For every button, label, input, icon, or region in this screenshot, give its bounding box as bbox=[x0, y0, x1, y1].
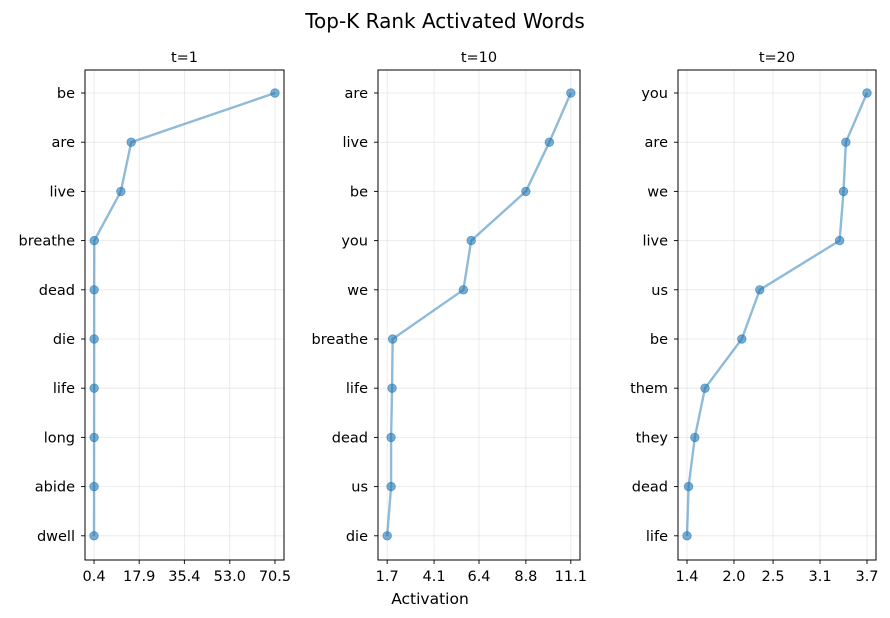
data-point-breathe bbox=[387, 334, 398, 344]
data-point-you bbox=[466, 235, 476, 246]
figure-title: Top-K Rank Activated Words bbox=[304, 9, 585, 33]
category-label-breathe: breathe bbox=[312, 332, 369, 348]
data-point-are bbox=[841, 137, 851, 147]
category-label-long: long bbox=[44, 430, 75, 446]
category-label-us: us bbox=[351, 480, 368, 496]
category-label-live: live bbox=[342, 135, 368, 151]
panel-title: t=20 bbox=[759, 50, 795, 66]
data-point-die bbox=[382, 531, 392, 541]
category-label-live: live bbox=[49, 184, 75, 200]
data-point-they bbox=[690, 432, 700, 443]
data-point-dwell bbox=[89, 531, 99, 541]
x-axis-label: Activation bbox=[391, 590, 469, 608]
category-label-you: you bbox=[641, 86, 668, 102]
data-point-long bbox=[89, 432, 99, 443]
series-line bbox=[685, 92, 869, 536]
data-point-live bbox=[116, 186, 126, 197]
category-label-dead: dead bbox=[39, 283, 75, 299]
x-tick-label: 3.1 bbox=[809, 569, 832, 585]
x-tick-label: 53.0 bbox=[214, 569, 246, 585]
x-tick-label: 6.4 bbox=[467, 569, 490, 585]
x-tick-label: 1.7 bbox=[376, 569, 399, 585]
category-label-dead: dead bbox=[332, 430, 368, 446]
data-point-die bbox=[89, 334, 99, 344]
x-tick-label: 70.5 bbox=[259, 569, 291, 585]
category-label-are: are bbox=[645, 135, 669, 151]
x-tick-label: 35.4 bbox=[168, 569, 200, 585]
data-point-breathe bbox=[89, 235, 99, 246]
category-label-you: you bbox=[341, 234, 368, 250]
category-label-abide: abide bbox=[35, 480, 75, 496]
x-tick-label: 4.1 bbox=[423, 569, 446, 585]
category-label-live: live bbox=[642, 234, 668, 250]
panel-t20: t=20 1.4 2.0 2.5 3.1 3.7 you are we live us be them t… bbox=[630, 50, 878, 585]
x-tick-label: 8.8 bbox=[514, 569, 537, 585]
data-point-be bbox=[521, 186, 531, 197]
category-label-life: life bbox=[646, 529, 668, 545]
category-label-they: they bbox=[636, 430, 669, 446]
category-label-be: be bbox=[650, 332, 668, 348]
data-point-live bbox=[544, 137, 555, 147]
category-label-life: life bbox=[346, 381, 368, 397]
data-point-we bbox=[458, 285, 469, 295]
data-point-are bbox=[126, 137, 136, 147]
data-point-be bbox=[737, 334, 747, 344]
data-point-life bbox=[387, 383, 397, 393]
series-line bbox=[385, 92, 572, 536]
category-label-are: are bbox=[345, 86, 369, 102]
data-point-us bbox=[386, 481, 396, 492]
category-label-dead: dead bbox=[632, 480, 668, 496]
category-label-are: are bbox=[52, 135, 76, 151]
category-label-breathe: breathe bbox=[19, 234, 76, 250]
data-point-dead bbox=[386, 432, 396, 443]
category-label-them: them bbox=[630, 381, 668, 397]
data-point-are bbox=[566, 88, 576, 98]
panel-t1: t=1 0.4 17.9 35.4 53.0 70.5 be are live breathe de… bbox=[19, 50, 292, 585]
data-point-be bbox=[270, 88, 280, 98]
category-label-be: be bbox=[350, 184, 368, 200]
axes-frame bbox=[677, 69, 877, 561]
category-label-we: we bbox=[347, 283, 368, 299]
data-point-we bbox=[838, 186, 849, 197]
category-label-life: life bbox=[53, 381, 75, 397]
panel-t10: t=10 1.7 4.1 6.4 8.8 11.1 are live be you we breath… bbox=[312, 50, 587, 585]
data-point-dead bbox=[683, 481, 694, 492]
data-point-live bbox=[834, 235, 845, 246]
data-point-us bbox=[755, 285, 765, 295]
category-label-die: die bbox=[53, 332, 75, 348]
category-label-dwell: dwell bbox=[37, 529, 75, 545]
series-line bbox=[92, 91, 276, 536]
category-label-us: us bbox=[651, 283, 668, 299]
data-point-life bbox=[682, 531, 692, 541]
data-point-dead bbox=[89, 285, 99, 295]
data-point-life bbox=[89, 383, 99, 393]
x-tick-label: 1.4 bbox=[675, 569, 698, 585]
category-label-die: die bbox=[346, 529, 368, 545]
data-point-abide bbox=[89, 481, 99, 492]
data-point-them bbox=[700, 383, 710, 393]
x-tick-label: 11.1 bbox=[555, 569, 587, 585]
x-tick-label: 2.0 bbox=[722, 569, 745, 585]
x-tick-label: 3.7 bbox=[855, 569, 878, 585]
x-tick-label: 0.4 bbox=[83, 569, 106, 585]
category-label-be: be bbox=[57, 86, 75, 102]
x-tick-label: 2.5 bbox=[762, 569, 785, 585]
panel-title: t=10 bbox=[461, 50, 497, 66]
category-label-we: we bbox=[647, 184, 668, 200]
data-point-you bbox=[862, 88, 872, 98]
panel-title: t=1 bbox=[171, 50, 198, 66]
x-tick-label: 17.9 bbox=[123, 569, 155, 585]
